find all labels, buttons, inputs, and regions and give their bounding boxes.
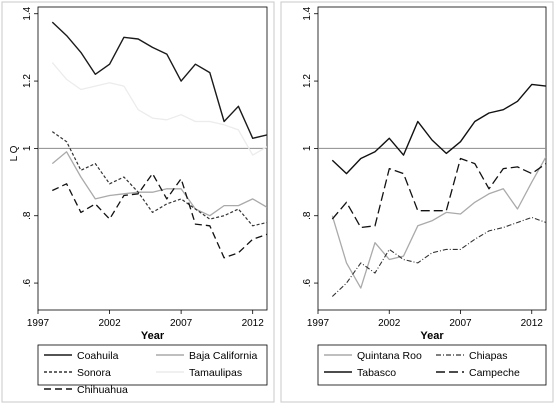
x-axis-title: Year (420, 330, 444, 342)
legend-box (37, 344, 268, 386)
legend-label-chihuahua: Chihuahua (77, 384, 128, 396)
series-group (331, 83, 546, 297)
y-axis-title: L Q (9, 145, 20, 161)
y-tick-label: .8 (302, 211, 313, 220)
series-line-quintana-roo (331, 156, 546, 289)
x-tick-label: 2012 (521, 318, 544, 329)
y-tick-label: 1 (302, 145, 313, 151)
series-group (51, 21, 267, 259)
legend-label-campeche: Campeche (469, 367, 520, 379)
x-tick-label: 2002 (98, 318, 121, 329)
series-line-chiapas (331, 216, 546, 297)
legend-label-sonora: Sonora (77, 367, 111, 379)
plot-area (317, 6, 547, 311)
y-tick-label: .6 (22, 278, 33, 287)
x-tick-label: 2007 (449, 318, 472, 329)
y-tick-label: 1.4 (22, 6, 33, 20)
y-tick-label: .8 (22, 211, 33, 220)
y-tick-label: 1.2 (302, 74, 313, 88)
series-line-sonora (51, 131, 267, 227)
y-tick-label: 1 (22, 145, 33, 151)
x-tick-label: 2002 (378, 318, 401, 329)
plot-area (37, 6, 268, 311)
y-tick-label: .6 (302, 278, 313, 287)
legend-label-quintana-roo: Quintana Roo (357, 350, 422, 362)
series-line-tamaulipas (51, 62, 267, 156)
y-tick-label: 1.2 (22, 74, 33, 88)
x-tick-label: 1997 (307, 318, 330, 329)
series-line-tabasco (331, 83, 546, 175)
legend-label-tabasco: Tabasco (357, 367, 396, 379)
series-line-coahuila (51, 21, 267, 140)
series-line-campeche (331, 157, 546, 229)
legend-label-chiapas: Chiapas (469, 350, 508, 362)
legend-box (317, 344, 547, 386)
x-axis-title: Year (141, 330, 165, 342)
legend-label-baja-california: Baja California (189, 350, 257, 362)
series-line-chihuahua (52, 172, 267, 259)
chart-panel-1: .6 .8 1 1.2 1.4 1997 2002 2007 2012 Year L Q Coahui… (1, 1, 275, 403)
x-tick-label: 1997 (27, 318, 50, 329)
legend-label-tamaulipas: Tamaulipas (189, 367, 242, 379)
x-tick-label: 2012 (242, 318, 265, 329)
legend-label-coahuila: Coahuila (77, 350, 119, 362)
y-tick-label: 1.4 (302, 6, 313, 20)
chart-panel-2: .6 .8 1 1.2 1.4 1997 2002 2007 2012 Year Quintana … (280, 1, 554, 403)
x-tick-label: 2007 (170, 318, 193, 329)
series-line-baja-california (51, 151, 267, 217)
